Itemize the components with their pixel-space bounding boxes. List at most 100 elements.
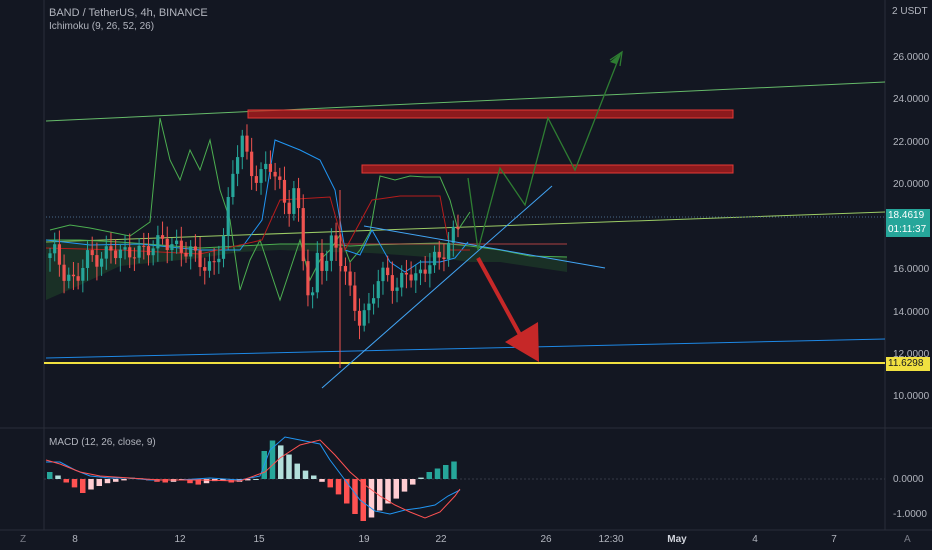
macd-histogram-bar (71, 479, 78, 488)
macd-histogram-bar (368, 479, 375, 518)
macd-histogram-bar (352, 479, 358, 514)
candle-body (142, 245, 146, 247)
macd-histogram-bar (393, 479, 399, 499)
ichimoku-lagging-span (49, 117, 471, 302)
descending-resistance-trendline[interactable] (363, 225, 606, 269)
candle-body (85, 250, 90, 268)
candle-body (268, 163, 273, 172)
macd-histogram-bar (286, 454, 292, 479)
time-label: 4 (752, 534, 758, 545)
macd-histogram-bar (88, 479, 94, 490)
ichimoku-indicator-label[interactable]: Ichimoku (9, 26, 52, 26) (49, 21, 155, 32)
time-label: 19 (358, 534, 370, 545)
lower-trendline[interactable] (45, 338, 886, 359)
candle-body (57, 244, 61, 265)
macd-histogram-bar (121, 479, 127, 481)
candle-body (362, 310, 366, 326)
macd-histogram-bar (451, 461, 457, 479)
ichimoku-cloud (46, 240, 567, 300)
candle-body (48, 253, 52, 258)
macd-histogram-bar (269, 440, 276, 479)
candle-body (306, 261, 310, 296)
macd-histogram-bar (410, 479, 416, 485)
timezone-toggle-icon[interactable]: Z (20, 534, 27, 545)
candle-body (217, 258, 221, 263)
candle-body (184, 252, 188, 257)
candle-body (53, 244, 57, 254)
ascending-support-trendline[interactable] (321, 185, 553, 389)
candle-body (386, 267, 390, 276)
candle-body (414, 273, 418, 281)
candle-body (221, 235, 226, 259)
macd-histogram-bar (162, 479, 168, 483)
price-label: 12.0000 (893, 349, 930, 360)
candle-body (156, 235, 160, 249)
bearish-arrow-shaft[interactable] (476, 257, 526, 343)
time-label: 26 (540, 534, 552, 545)
candle-body (315, 252, 319, 293)
candle-body (71, 274, 76, 277)
upper-trendline[interactable] (45, 81, 886, 122)
candle-body (301, 208, 305, 262)
macd-indicator-label[interactable]: MACD (12, 26, close, 9) (49, 437, 156, 448)
candle-body (437, 251, 441, 258)
price-axis-currency[interactable]: 2 USDT (892, 6, 928, 17)
candle-body (259, 169, 263, 183)
candle-body (456, 226, 460, 229)
candle-body (428, 265, 432, 274)
macd-histogram-bar (220, 479, 226, 481)
currency-label: USDT (900, 6, 928, 17)
price-label: 24.0000 (893, 94, 930, 105)
macd-histogram-bar (319, 479, 325, 482)
macd-histogram-bar (187, 479, 193, 484)
macd-histogram-bar (195, 479, 201, 485)
time-label: 12 (174, 534, 186, 545)
candle-body (447, 242, 451, 260)
candle-body (231, 173, 235, 198)
candle-body (81, 267, 85, 281)
projection-arrowhead-line (609, 50, 623, 67)
bar-countdown-tag: 01:11:37 (886, 223, 930, 237)
candle-body (67, 274, 71, 281)
candle-body (423, 269, 427, 274)
candle-body (343, 266, 348, 272)
candlestick-series (48, 124, 460, 340)
candle-body (189, 246, 193, 257)
macd-histogram-bar (418, 477, 424, 479)
candle-body (278, 176, 282, 180)
candle-body (245, 135, 249, 152)
candle-body (357, 310, 362, 326)
macd-histogram-bar (302, 470, 309, 479)
macd-histogram-bar (253, 479, 259, 480)
candle-body (432, 251, 437, 266)
candle-body (123, 247, 127, 250)
candle-body (104, 246, 108, 259)
price-label: 14.0000 (893, 307, 930, 318)
macd-signal-line (45, 439, 461, 519)
auto-scale-toggle-icon[interactable]: A (904, 534, 911, 545)
symbol-title[interactable]: BAND / TetherUS, 4h, BINANCE (49, 7, 208, 19)
resistance-zone-upper[interactable] (247, 109, 734, 119)
time-label-month: May (667, 534, 687, 545)
macd-histogram-bar (294, 463, 300, 479)
candle-body (203, 267, 207, 271)
time-label: 12:30 (598, 534, 624, 545)
candle-body (146, 246, 151, 256)
candle-body (170, 244, 174, 250)
resistance-zone-lower[interactable] (361, 164, 734, 174)
candle-body (348, 271, 352, 286)
candle-body (118, 249, 122, 259)
candle-body (334, 235, 338, 248)
macd-histogram-bar (55, 475, 61, 479)
candle-body (226, 197, 230, 236)
candle-body (442, 257, 446, 260)
projection-path[interactable] (467, 54, 621, 251)
candle-body (99, 258, 104, 267)
macd-histogram-bar (311, 475, 317, 479)
macd-histogram-bar (104, 479, 111, 484)
macd-histogram-bar (335, 479, 342, 495)
currency-prefix: 2 (892, 6, 898, 17)
bearish-arrow-head (505, 322, 539, 362)
